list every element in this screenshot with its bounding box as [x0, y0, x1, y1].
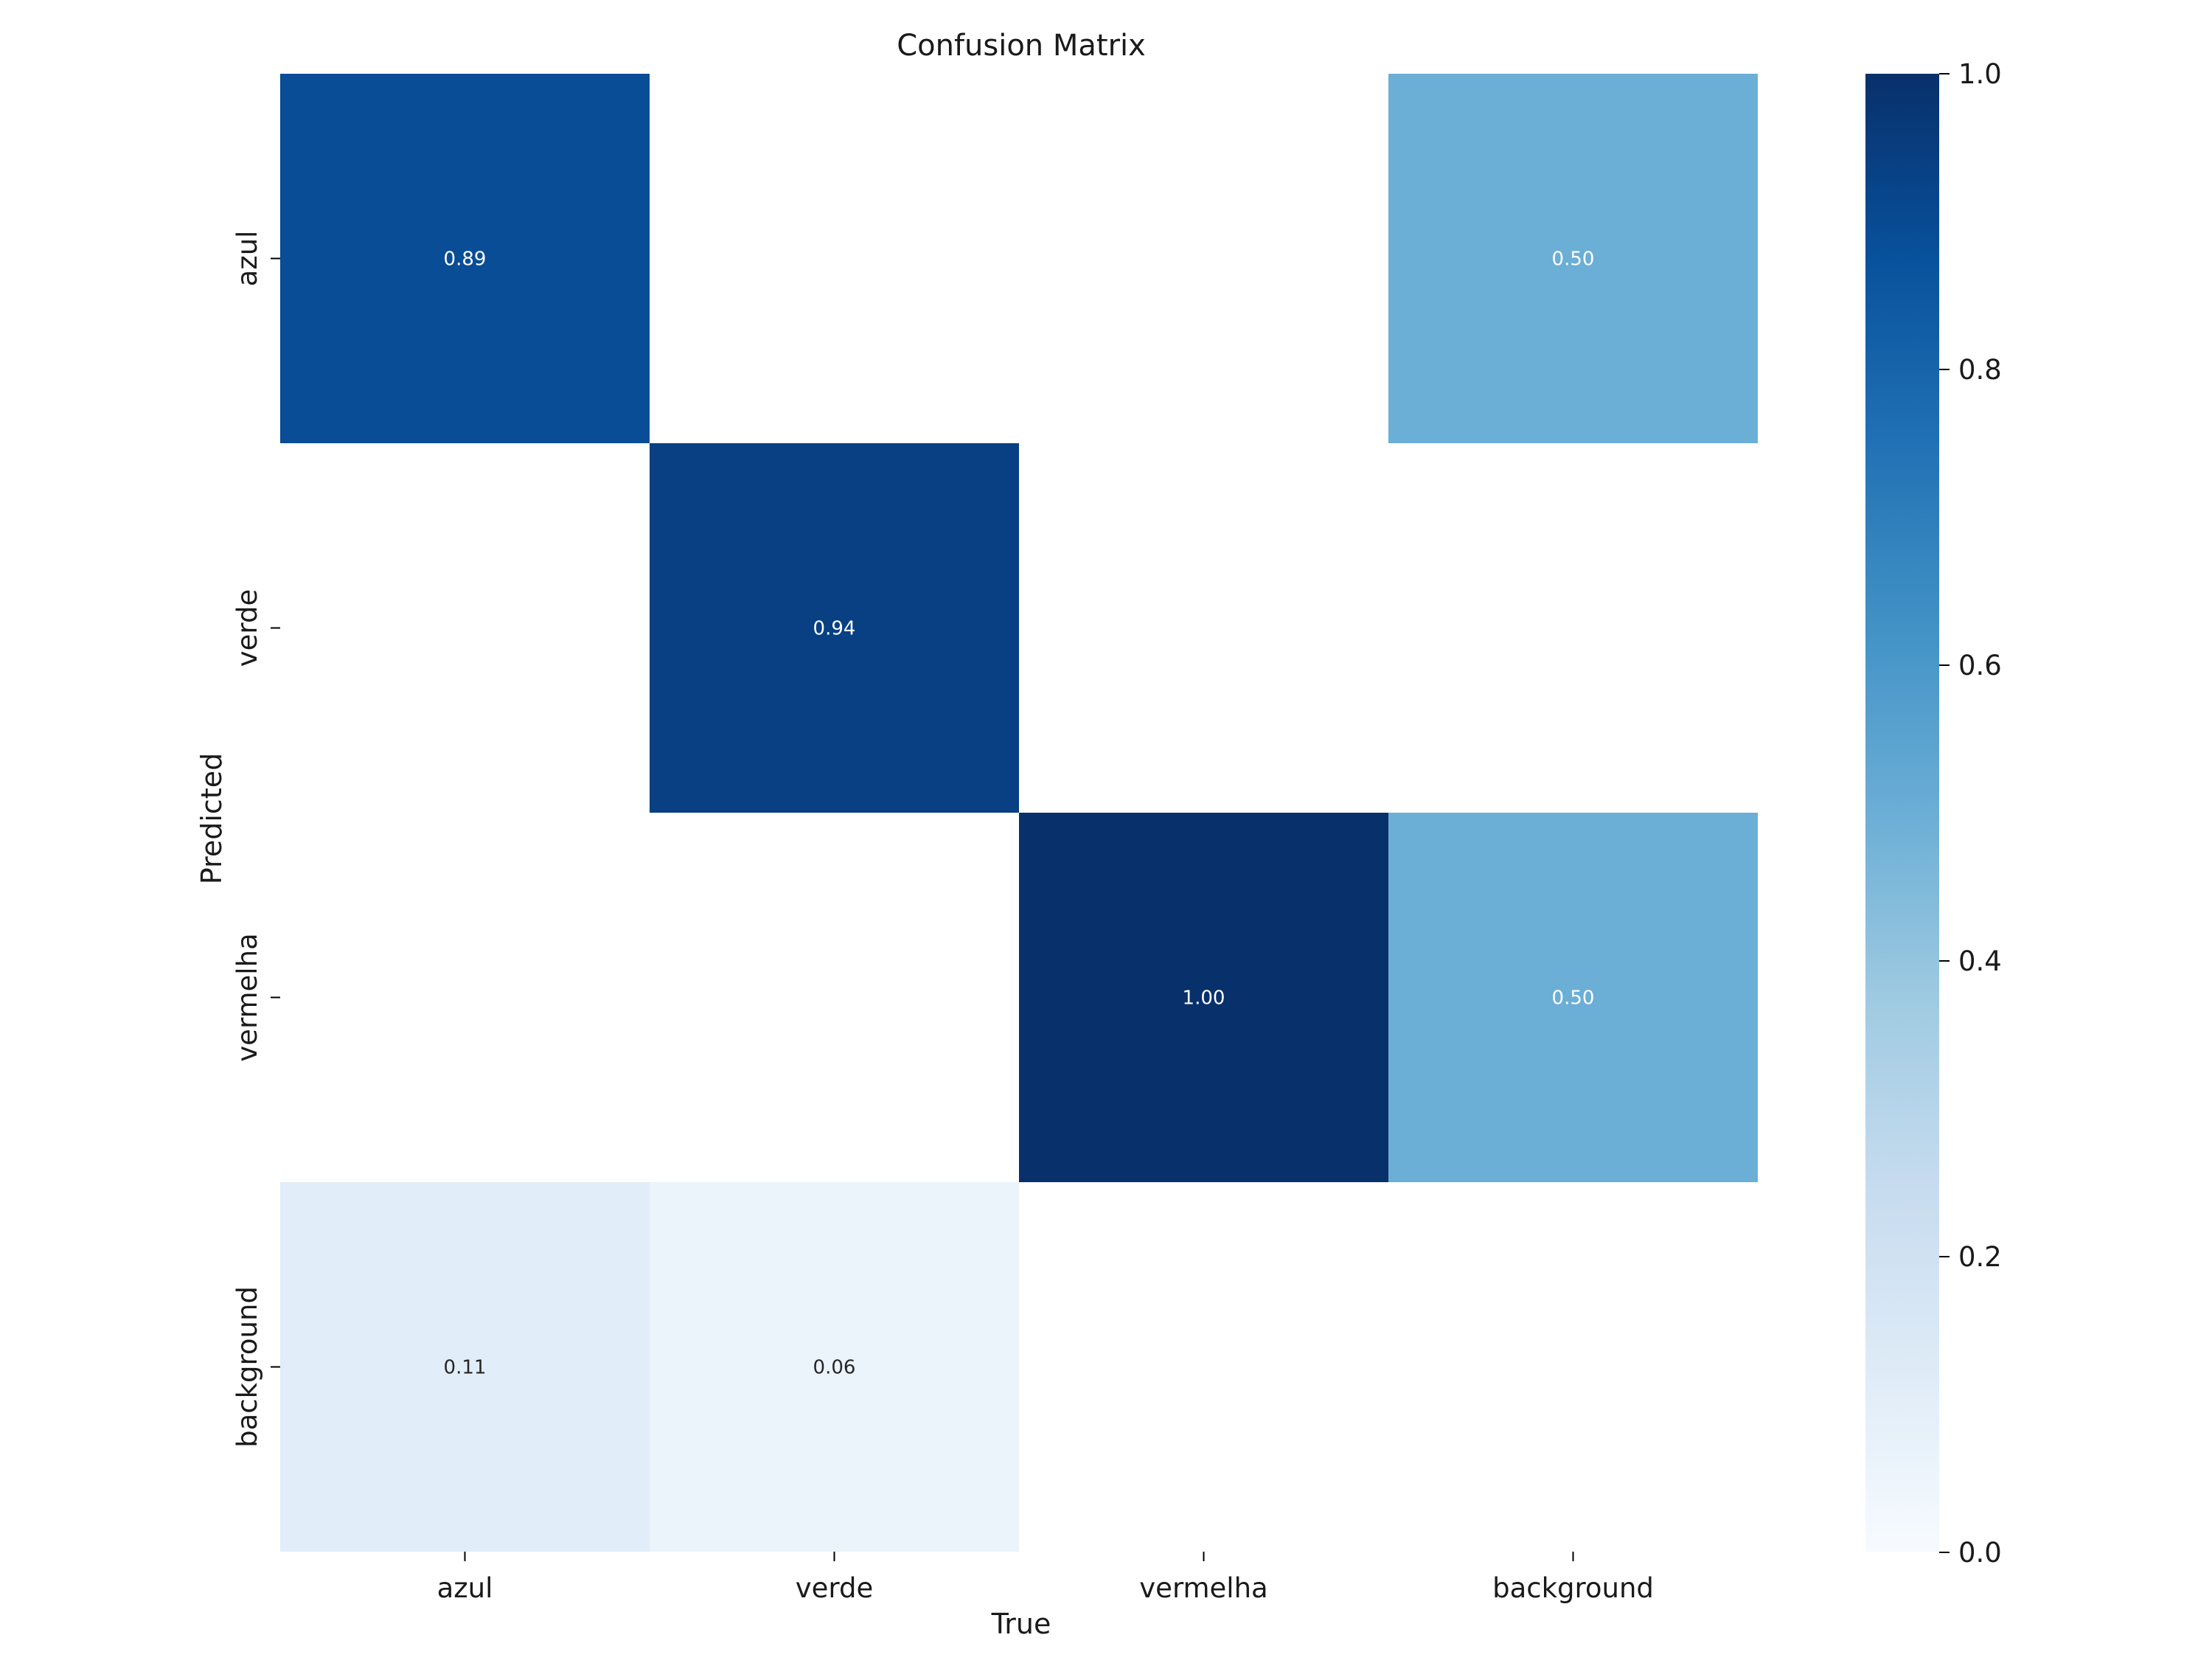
y-tick-label: verde [232, 589, 263, 667]
x-tick-label: verde [796, 1572, 873, 1604]
x-tick-label: azul [437, 1572, 493, 1604]
x-tick-label: vermelha [1139, 1572, 1267, 1604]
cell-value-label: 0.06 [813, 1357, 856, 1379]
heatmap-cell [280, 1182, 650, 1552]
heatmap-cell [280, 74, 650, 443]
heatmap-cell [650, 1182, 1019, 1552]
heatmap-cell-labels: 0.89 0.50 0.94 1.00 0.50 0.11 0.06 [444, 249, 1595, 1379]
chart-title: Confusion Matrix [897, 29, 1146, 63]
y-tick-label: azul [232, 231, 263, 287]
cell-value-label: 0.94 [813, 618, 856, 640]
x-axis-label: True [991, 1608, 1051, 1640]
colorbar-ticks: 0.0 0.2 0.4 0.6 0.8 1.0 [1939, 58, 2002, 1569]
colorbar-tick-label: 0.4 [1958, 945, 2002, 977]
cell-value-label: 0.11 [444, 1357, 487, 1379]
cell-value-label: 0.50 [1552, 249, 1595, 271]
heatmap-cell [1388, 813, 1758, 1182]
colorbar-tick-label: 0.0 [1958, 1537, 2002, 1569]
x-tick-label: background [1492, 1572, 1654, 1604]
cell-value-label: 1.00 [1183, 987, 1225, 1010]
cell-value-label: 0.89 [444, 249, 487, 271]
heatmap-cell [1019, 813, 1388, 1182]
y-tick-label: background [232, 1286, 263, 1448]
y-axis-ticks: azul verde vermelha background [232, 231, 280, 1448]
cell-value-label: 0.50 [1552, 987, 1595, 1010]
heatmap-cell [1388, 74, 1758, 443]
colorbar-tick-label: 0.8 [1958, 354, 2002, 386]
colorbar-tick-label: 1.0 [1958, 58, 2002, 90]
heatmap-cells [280, 74, 1758, 1552]
colorbar [1865, 74, 1939, 1552]
x-axis-ticks: azul verde vermelha background [437, 1552, 1654, 1604]
heatmap-cell [650, 443, 1019, 813]
colorbar-tick-label: 0.2 [1958, 1241, 2002, 1273]
y-tick-label: vermelha [232, 933, 263, 1061]
colorbar-tick-label: 0.6 [1958, 650, 2002, 681]
y-axis-label: Predicted [195, 753, 228, 884]
